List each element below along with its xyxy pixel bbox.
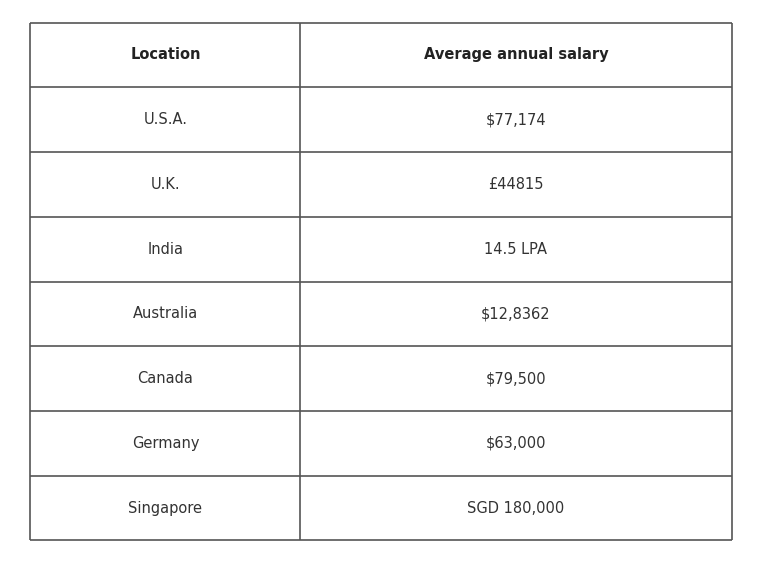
Text: Average annual salary: Average annual salary [424,47,608,62]
Text: 14.5 LPA: 14.5 LPA [485,242,547,257]
Text: $77,174: $77,174 [485,112,546,127]
Text: Singapore: Singapore [129,501,203,516]
Text: $79,500: $79,500 [485,371,546,386]
Text: Canada: Canada [137,371,194,386]
Text: $63,000: $63,000 [485,436,546,451]
Text: $12,8362: $12,8362 [481,306,551,321]
Text: U.S.A.: U.S.A. [143,112,187,127]
Text: Location: Location [130,47,200,62]
Text: Germany: Germany [132,436,199,451]
Text: Australia: Australia [133,306,198,321]
Text: SGD 180,000: SGD 180,000 [467,501,565,516]
Text: U.K.: U.K. [151,177,181,192]
Text: £44815: £44815 [488,177,544,192]
Text: India: India [147,242,184,257]
